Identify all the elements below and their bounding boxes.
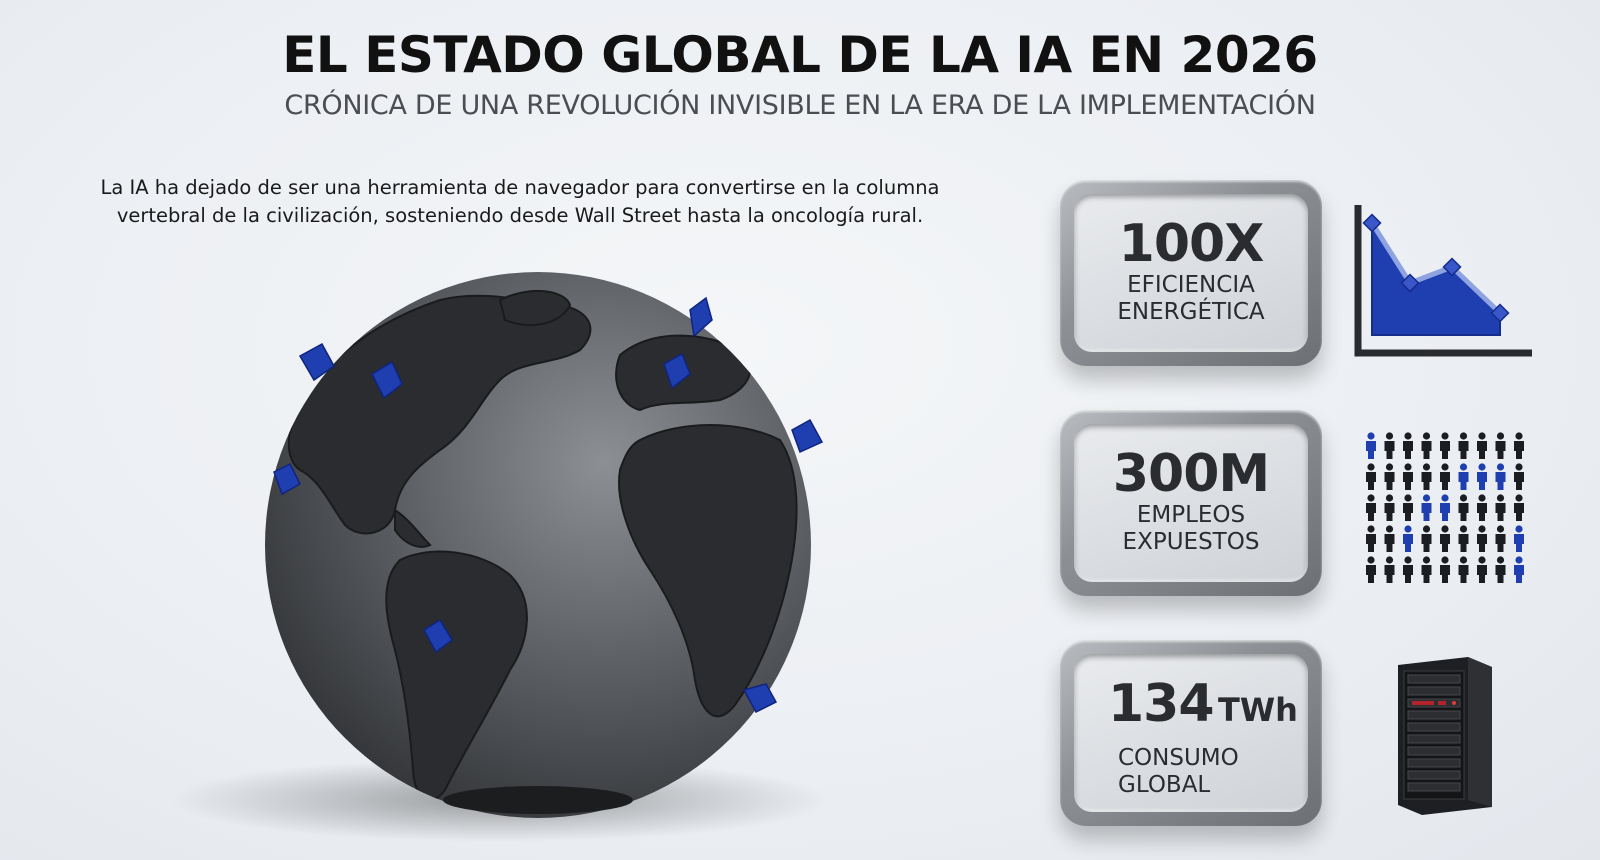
person-icon — [1477, 556, 1487, 583]
stat-card-face: 100X EFICIENCIA ENERGÉTICA — [1074, 194, 1308, 352]
person-icon — [1403, 463, 1413, 490]
continents — [287, 289, 798, 802]
stat-value: 134 — [1108, 674, 1215, 734]
person-icon — [1495, 556, 1506, 583]
person-icon — [1421, 556, 1432, 583]
stat-card-efficiency: 100X EFICIENCIA ENERGÉTICA — [1060, 180, 1322, 366]
person-icon — [1366, 525, 1376, 552]
person-icon — [1384, 463, 1395, 490]
blue-pin-icon — [273, 462, 301, 496]
stat-value: 100X — [1118, 214, 1265, 274]
person-icon — [1514, 494, 1524, 521]
stat-card-jobs: 300M EMPLEOS EXPUESTOS — [1060, 410, 1322, 596]
blue-pin-icon — [791, 418, 824, 454]
stat-label-line-1: CONSUMO — [1118, 745, 1239, 771]
person-icon — [1495, 494, 1506, 521]
page-subtitle: CRÓNICA DE UNA REVOLUCIÓN INVISIBLE EN L… — [284, 90, 1316, 121]
stat-value: 300M — [1112, 444, 1270, 504]
person-icon — [1403, 432, 1413, 459]
people-grid-icon — [1366, 432, 1524, 583]
person-icon — [1458, 525, 1469, 552]
stat-label-line-2: EXPUESTOS — [1122, 529, 1260, 555]
person-icon — [1440, 525, 1450, 552]
person-icon — [1384, 525, 1395, 552]
person-icon — [1384, 432, 1395, 459]
person-icon — [1440, 432, 1450, 459]
blue-pin-icon — [742, 683, 778, 713]
person-icon — [1514, 432, 1524, 459]
intro-line-2: vertebral de la civilización, sosteniend… — [116, 204, 924, 227]
stat-label-line-1: EFICIENCIA — [1127, 272, 1255, 298]
person-icon — [1384, 494, 1395, 521]
globe-icon — [170, 272, 830, 842]
intro-paragraph: La IA ha dejado de ser una herramienta d… — [40, 174, 1000, 230]
person-icon — [1384, 556, 1395, 583]
person-icon — [1477, 494, 1487, 521]
person-icon — [1458, 432, 1469, 459]
person-icon — [1366, 556, 1376, 583]
stat-card-face: 134 TWh CONSUMO GLOBAL — [1074, 654, 1308, 812]
stat-value-row: 134 TWh — [1108, 676, 1308, 745]
declining-line-chart-icon — [1354, 205, 1532, 357]
person-icon — [1514, 463, 1524, 490]
stat-label-line-1: EMPLEOS — [1136, 502, 1246, 528]
person-icon-highlighted — [1366, 432, 1376, 459]
stat-label-line-2: ENERGÉTICA — [1117, 299, 1265, 325]
person-icon-highlighted — [1421, 494, 1432, 521]
blue-pin-icon — [298, 342, 335, 382]
person-icon — [1366, 494, 1376, 521]
person-icon — [1458, 494, 1469, 521]
person-icon — [1366, 463, 1376, 490]
blue-pin-icon — [689, 296, 713, 338]
person-icon — [1440, 463, 1450, 490]
person-icon — [1477, 525, 1487, 552]
person-icon-highlighted — [1514, 525, 1524, 552]
blue-pin-icon — [663, 352, 691, 390]
person-icon — [1477, 432, 1487, 459]
person-icon — [1458, 556, 1469, 583]
globe-stand — [443, 786, 633, 814]
person-icon-highlighted — [1458, 463, 1469, 490]
person-icon — [1403, 494, 1413, 521]
location-markers — [273, 296, 824, 713]
person-icon-highlighted — [1495, 463, 1506, 490]
person-icon — [1421, 432, 1432, 459]
person-icon — [1421, 525, 1432, 552]
blue-pin-icon — [371, 360, 403, 400]
person-icon — [1495, 432, 1506, 459]
person-icon-highlighted — [1403, 525, 1413, 552]
person-icon — [1495, 525, 1506, 552]
person-icon-highlighted — [1477, 463, 1487, 490]
page-title: EL ESTADO GLOBAL DE LA IA EN 2026 — [282, 26, 1318, 84]
intro-line-1: La IA ha dejado de ser una herramienta d… — [100, 176, 940, 199]
stat-unit: TWh — [1218, 691, 1298, 729]
server-rack-icon — [1398, 657, 1492, 815]
stat-label-line-2: GLOBAL — [1118, 772, 1211, 798]
blue-pin-icon — [423, 618, 453, 654]
person-icon-highlighted — [1440, 494, 1450, 521]
stat-card-consumption: 134 TWh CONSUMO GLOBAL — [1060, 640, 1322, 826]
person-icon — [1403, 556, 1413, 583]
person-icon — [1421, 463, 1432, 490]
person-icon-highlighted — [1514, 556, 1524, 583]
stat-card-face: 300M EMPLEOS EXPUESTOS — [1074, 424, 1308, 582]
person-icon — [1440, 556, 1450, 583]
